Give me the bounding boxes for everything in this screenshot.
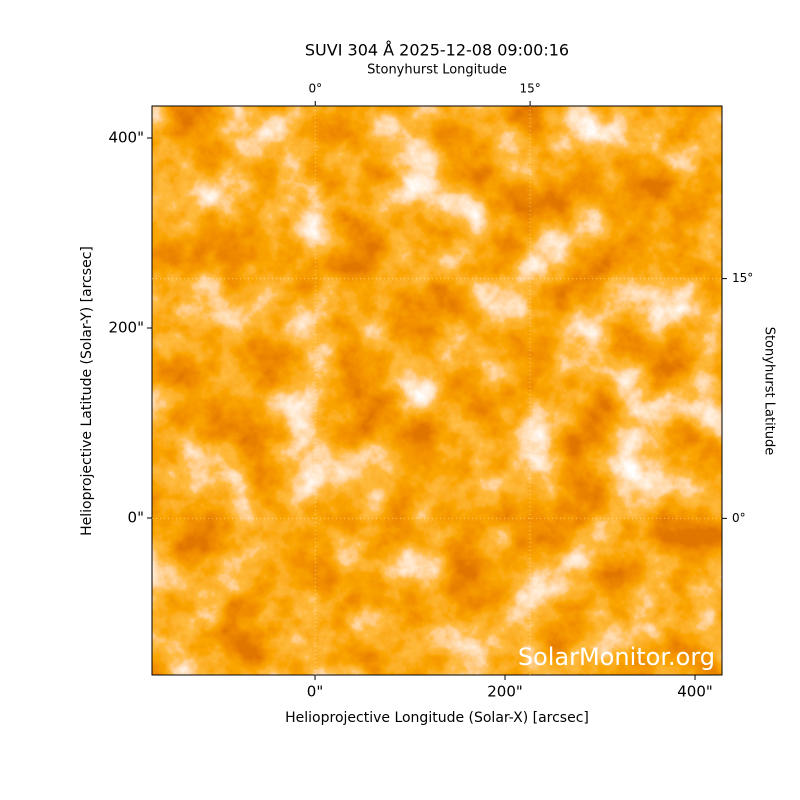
y2-tick-label: 0° bbox=[732, 511, 746, 525]
x2-tick-label: 0° bbox=[308, 82, 322, 96]
watermark: SolarMonitor.org bbox=[518, 643, 715, 671]
y-axis-label: Helioprojective Latitude (Solar-Y) [arcs… bbox=[79, 246, 95, 536]
chart-title: SUVI 304 Å 2025-12-08 09:00:16 bbox=[305, 41, 569, 60]
x-tick-label: 400" bbox=[677, 683, 713, 701]
x-tick-label: 200" bbox=[487, 683, 523, 701]
y2-tick-label: 15° bbox=[732, 271, 753, 285]
y-tick-label: 200" bbox=[108, 318, 144, 336]
plot-frame bbox=[151, 105, 723, 676]
y-tick-label: 400" bbox=[108, 129, 144, 147]
y-tick-label: 0" bbox=[128, 508, 144, 526]
x2-tick-label: 15° bbox=[519, 82, 540, 96]
x2-axis-label: Stonyhurst Longitude bbox=[367, 63, 507, 78]
y2-axis-label: Stonyhurst Latitude bbox=[762, 327, 777, 456]
solar-image bbox=[152, 106, 722, 675]
x-tick-label: 0" bbox=[307, 683, 323, 701]
x-axis-label: Helioprojective Longitude (Solar-X) [arc… bbox=[285, 710, 589, 726]
